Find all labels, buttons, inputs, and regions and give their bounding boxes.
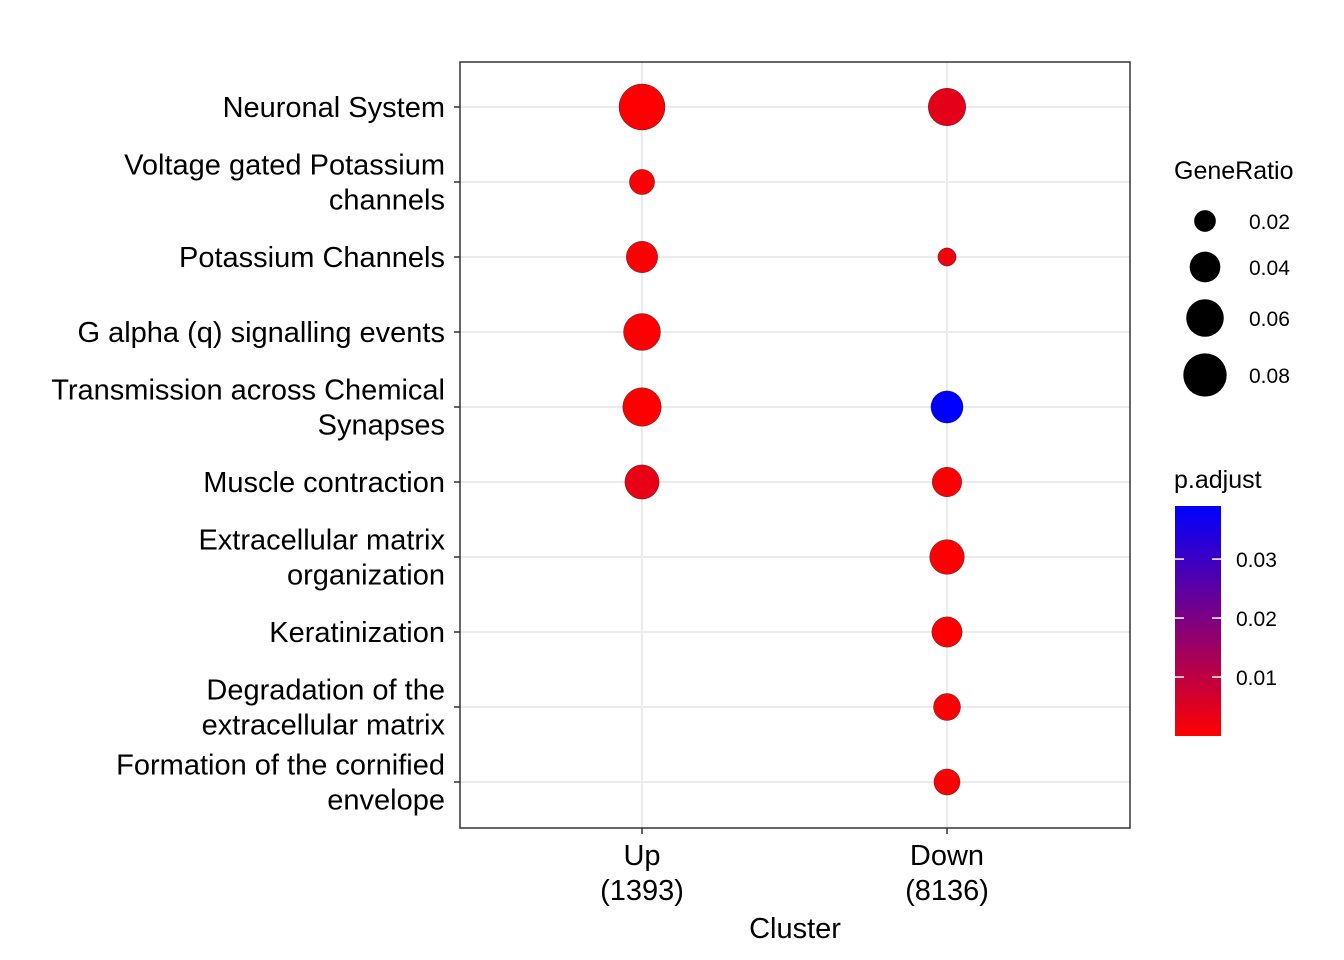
- padjust-colorbar: [1175, 506, 1221, 736]
- point-up-transmission-across-chemical-synapses: [622, 387, 662, 427]
- size-legend-label: 0.02: [1249, 211, 1290, 234]
- y-tick-label-line: Neuronal System: [223, 92, 445, 124]
- point-down-extracellular-matrix-organization: [929, 539, 965, 575]
- x-axis: Up(1393) Down(8136): [600, 828, 989, 907]
- colorbar-tick-label: 0.02: [1236, 608, 1277, 631]
- data-points: [618, 83, 966, 796]
- y-tick-label-line: Keratinization: [269, 617, 445, 649]
- y-tick-label-line: Formation of the cornified: [116, 750, 445, 782]
- padjust-legend-title: p.adjust: [1174, 466, 1262, 494]
- y-tick-label-line: Synapses: [318, 410, 445, 442]
- y-axis: Neuronal System Voltage gated Potassium ch…: [51, 92, 460, 817]
- y-tick-label-neuronal-system: Neuronal System: [223, 92, 445, 124]
- y-tick-label-line: Muscle contraction: [203, 467, 445, 499]
- y-tick-label-line: organization: [287, 560, 445, 592]
- x-tick-label-down: Down: [910, 840, 984, 872]
- y-tick-label-formation-of-the-cornified-envelope: Formation of the cornified envelope: [116, 750, 445, 817]
- point-up-potassium-channels: [626, 241, 658, 273]
- size-legend-dot: [1183, 353, 1227, 397]
- point-up-neuronal-system: [618, 83, 666, 131]
- size-legend-label: 0.06: [1249, 308, 1290, 331]
- x-tick-label-up: Up: [623, 840, 660, 872]
- size-legend-dot: [1189, 251, 1221, 283]
- y-tick-label-line: Voltage gated Potassium: [124, 150, 445, 182]
- point-up-muscle-contraction: [624, 464, 660, 500]
- generatio-legend-title: GeneRatio: [1174, 157, 1294, 185]
- y-tick-label-line: Extracellular matrix: [198, 525, 445, 557]
- x-tick-count-up: (1393): [600, 875, 684, 907]
- y-tick-label-degradation-of-the-extracellular-matrix: Degradation of the extracellular matrix: [202, 675, 446, 742]
- point-down-neuronal-system: [928, 88, 966, 126]
- size-legend-label: 0.04: [1249, 257, 1290, 280]
- generatio-legend-items: 0.02 0.04 0.06 0.08: [1183, 210, 1290, 397]
- y-tick-label-transmission-across-chemical-synapses: Transmission across Chemical Synapses: [51, 375, 445, 442]
- point-down-formation-of-the-cornified-envelope: [933, 768, 961, 796]
- y-tick-label-keratinization: Keratinization: [269, 617, 445, 649]
- point-down-transmission-across-chemical-synapses: [930, 390, 964, 424]
- y-tick-label-line: Potassium Channels: [179, 242, 445, 274]
- y-tick-label-voltage-gated-potassium-channels: Voltage gated Potassium channels: [124, 150, 445, 217]
- point-down-keratinization: [931, 616, 963, 648]
- size-legend-dot: [1186, 299, 1224, 337]
- y-tick-label-line: G alpha (q) signalling events: [77, 317, 445, 349]
- point-up-g-alpha-q-signalling-events: [623, 313, 661, 351]
- point-down-muscle-contraction: [932, 467, 962, 497]
- size-legend-dot: [1194, 210, 1216, 232]
- size-legend-label: 0.08: [1249, 365, 1290, 388]
- y-tick-label-extracellular-matrix-organization: Extracellular matrix organization: [198, 525, 445, 592]
- colorbar-tick-label: 0.01: [1236, 667, 1277, 690]
- y-tick-label-potassium-channels: Potassium Channels: [179, 242, 445, 274]
- padjust-legend: p.adjust 0.01 0.02 0.03: [1174, 466, 1277, 736]
- panel-border: [459, 61, 1131, 829]
- padjust-legend-ticks: 0.01 0.02 0.03: [1175, 549, 1277, 690]
- y-tick-label-g-alpha-q-signalling-events: G alpha (q) signalling events: [77, 317, 445, 349]
- y-tick-label-line: extracellular matrix: [202, 710, 446, 742]
- generatio-legend: GeneRatio 0.02 0.04 0.06 0.08: [1174, 157, 1294, 397]
- y-tick-label-line: Degradation of the: [206, 675, 445, 707]
- point-down-potassium-channels: [937, 247, 957, 267]
- y-tick-label-muscle-contraction: Muscle contraction: [203, 467, 445, 499]
- point-up-voltage-gated-potassium-channels: [629, 169, 655, 195]
- y-tick-label-line: envelope: [327, 785, 445, 817]
- x-tick-count-down: (8136): [905, 875, 989, 907]
- point-down-degradation-of-the-extracellular-matrix: [933, 693, 961, 721]
- x-axis-title: Cluster: [749, 913, 841, 945]
- colorbar-tick-label: 0.03: [1236, 549, 1277, 572]
- y-tick-label-line: Transmission across Chemical: [51, 375, 445, 407]
- y-tick-label-line: channels: [329, 185, 445, 217]
